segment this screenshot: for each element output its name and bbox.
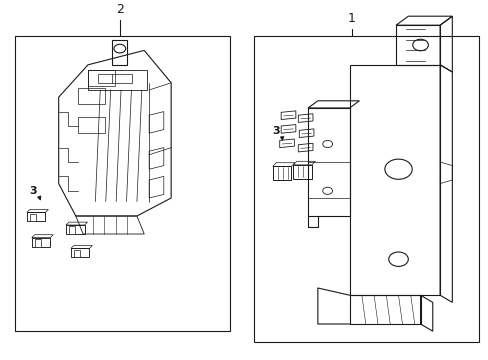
Text: 3: 3 (29, 186, 37, 196)
Polygon shape (30, 214, 36, 221)
Text: 2: 2 (116, 3, 123, 16)
Polygon shape (15, 36, 229, 331)
Text: 3: 3 (272, 126, 280, 136)
Polygon shape (74, 250, 80, 257)
Polygon shape (254, 36, 478, 342)
Polygon shape (35, 239, 41, 247)
Text: 1: 1 (347, 12, 355, 25)
Polygon shape (69, 226, 75, 234)
